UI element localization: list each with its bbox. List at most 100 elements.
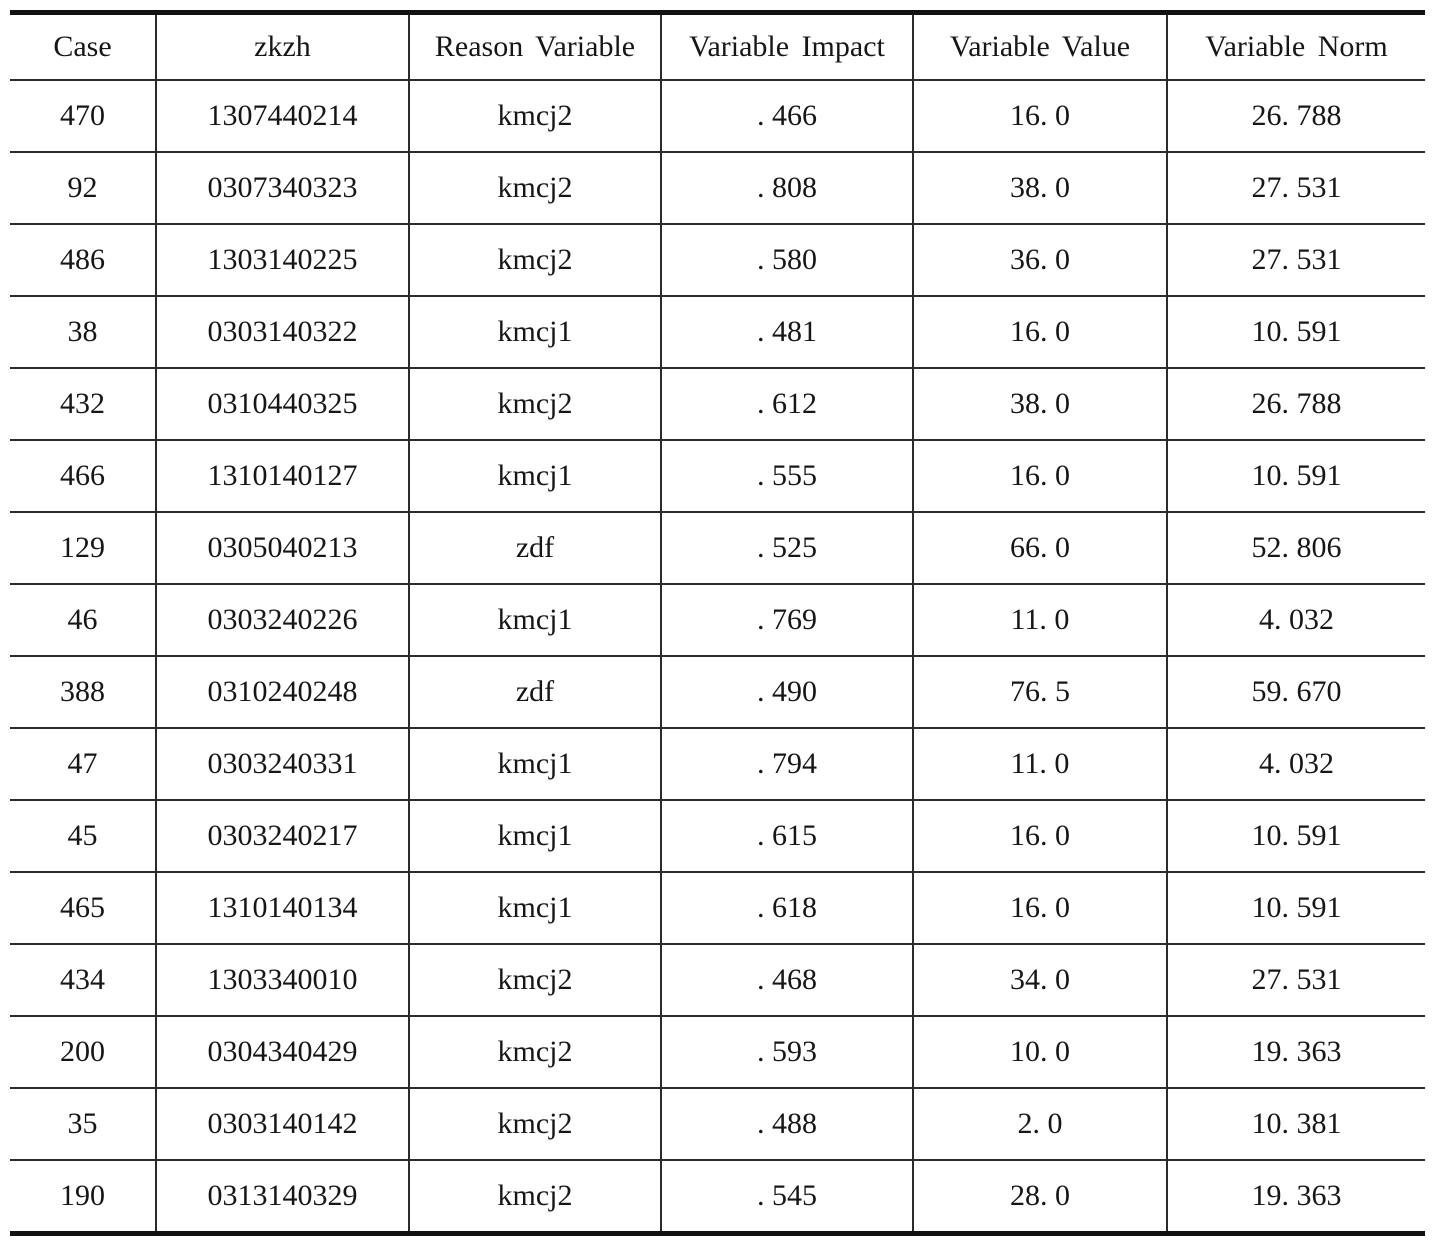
table-cell: kmcj1 — [408, 439, 662, 513]
table-cell: 4. 032 — [1166, 727, 1425, 801]
table-cell: 26. 788 — [1166, 79, 1425, 153]
table-cell: kmcj2 — [408, 1087, 662, 1161]
table-cell: 190 — [10, 1159, 157, 1234]
table-cell: 16. 0 — [912, 79, 1168, 153]
table-cell: zdf — [408, 655, 662, 729]
table-cell: kmcj1 — [408, 583, 662, 657]
table-cell: 1307440214 — [155, 79, 410, 153]
table-cell: . 794 — [660, 727, 914, 801]
table-cell: . 466 — [660, 79, 914, 153]
table-cell: 200 — [10, 1015, 157, 1089]
table-cell: 4. 032 — [1166, 583, 1425, 657]
table-cell: 16. 0 — [912, 295, 1168, 369]
table-cell: 10. 591 — [1166, 799, 1425, 873]
table-cell: 1310140134 — [155, 871, 410, 945]
header-cell-case: Case — [10, 12, 157, 81]
table-cell: 27. 531 — [1166, 223, 1425, 297]
table-cell: 59. 670 — [1166, 655, 1425, 729]
header-cell-variable-norm: Variable Norm — [1166, 12, 1425, 81]
table-cell: 388 — [10, 655, 157, 729]
table-cell: 0303140142 — [155, 1087, 410, 1161]
table-cell: 16. 0 — [912, 871, 1168, 945]
table-cell: 11. 0 — [912, 583, 1168, 657]
header-cell-variable-impact: Variable Impact — [660, 12, 914, 81]
table-row: 92 0307340323 kmcj2. 808 38. 0 27. 531 — [10, 151, 1425, 225]
table-cell: 34. 0 — [912, 943, 1168, 1017]
table-cell: . 808 — [660, 151, 914, 225]
table-cell: 470 — [10, 79, 157, 153]
table-cell: 1310140127 — [155, 439, 410, 513]
table-cell: 10. 591 — [1166, 295, 1425, 369]
table-cell: 16. 0 — [912, 439, 1168, 513]
table-cell: 47 — [10, 727, 157, 801]
table-cell: . 490 — [660, 655, 914, 729]
table-cell: . 481 — [660, 295, 914, 369]
table-cell: 432 — [10, 367, 157, 441]
case-variable-table: Case zkzh Reason Variable Variable Impact Va… — [10, 10, 1425, 1236]
table-cell: zdf — [408, 511, 662, 585]
table-row: 432 0310440325 kmcj2. 612 38. 0 26. 788 — [10, 367, 1425, 441]
table-cell: 45 — [10, 799, 157, 873]
table-cell: kmcj2 — [408, 151, 662, 225]
table-cell: . 769 — [660, 583, 914, 657]
table-cell: 10. 0 — [912, 1015, 1168, 1089]
table-cell: 2. 0 — [912, 1087, 1168, 1161]
table-row: 45 0303240217 kmcj1. 615 16. 0 10. 591 — [10, 799, 1425, 873]
table-row: 200 0304340429 kmcj2. 593 10. 0 19. 363 — [10, 1015, 1425, 1089]
table-cell: . 612 — [660, 367, 914, 441]
table-cell: 10. 591 — [1166, 871, 1425, 945]
table-cell: 35 — [10, 1087, 157, 1161]
table-cell: . 468 — [660, 943, 914, 1017]
table-cell: 1303140225 — [155, 223, 410, 297]
table-cell: kmcj2 — [408, 223, 662, 297]
table-cell: 0305040213 — [155, 511, 410, 585]
table-cell: 38 — [10, 295, 157, 369]
table-cell: 0303240217 — [155, 799, 410, 873]
table-cell: . 525 — [660, 511, 914, 585]
table-cell: 1303340010 — [155, 943, 410, 1017]
table-cell: kmcj2 — [408, 1159, 662, 1234]
header-row: Case zkzh Reason Variable Variable Impact Va… — [10, 12, 1425, 81]
header-cell-variable-value: Variable Value — [912, 12, 1168, 81]
table-cell: 52. 806 — [1166, 511, 1425, 585]
table-cell: 0304340429 — [155, 1015, 410, 1089]
table-row: 465 1310140134 kmcj1. 618 16. 0 10. 591 — [10, 871, 1425, 945]
table-cell: 466 — [10, 439, 157, 513]
table-row: 486 1303140225 kmcj2. 580 36. 0 27. 531 — [10, 223, 1425, 297]
table-cell: kmcj1 — [408, 799, 662, 873]
table-cell: . 488 — [660, 1087, 914, 1161]
table-cell: 10. 381 — [1166, 1087, 1425, 1161]
table-cell: kmcj2 — [408, 79, 662, 153]
table-cell: 129 — [10, 511, 157, 585]
table-cell: 10. 591 — [1166, 439, 1425, 513]
table-cell: 465 — [10, 871, 157, 945]
table-cell: kmcj2 — [408, 1015, 662, 1089]
table-row: 47 0303240331 kmcj1. 794 11. 0 4. 032 — [10, 727, 1425, 801]
table-cell: 486 — [10, 223, 157, 297]
table-cell: 19. 363 — [1166, 1015, 1425, 1089]
table-cell: 46 — [10, 583, 157, 657]
table-cell: 38. 0 — [912, 151, 1168, 225]
table-cell: . 580 — [660, 223, 914, 297]
table-row: 388 0310240248 zdf. 490 76. 5 59. 670 — [10, 655, 1425, 729]
table-row: 46 0303240226 kmcj1. 769 11. 0 4. 032 — [10, 583, 1425, 657]
header-cell-reason-variable: Reason Variable — [408, 12, 662, 81]
table-cell: . 555 — [660, 439, 914, 513]
table-cell: 0303140322 — [155, 295, 410, 369]
table-cell: 16. 0 — [912, 799, 1168, 873]
table-cell: . 618 — [660, 871, 914, 945]
table-cell: 27. 531 — [1166, 151, 1425, 225]
table-row: 129 0305040213 zdf. 525 66. 0 52. 806 — [10, 511, 1425, 585]
header-cell-zkzh: zkzh — [155, 12, 410, 81]
table-row: 470 1307440214 kmcj2. 466 16. 0 26. 788 — [10, 79, 1425, 153]
table-cell: kmcj1 — [408, 871, 662, 945]
table-cell: 0303240331 — [155, 727, 410, 801]
table-row: 35 0303140142 kmcj2. 488 2. 0 10. 381 — [10, 1087, 1425, 1161]
table-cell: . 593 — [660, 1015, 914, 1089]
table-cell: 28. 0 — [912, 1159, 1168, 1234]
table-cell: 38. 0 — [912, 367, 1168, 441]
table-row: 466 1310140127 kmcj1. 555 16. 0 10. 591 — [10, 439, 1425, 513]
table-cell: 66. 0 — [912, 511, 1168, 585]
table-cell: 26. 788 — [1166, 367, 1425, 441]
table-cell: 36. 0 — [912, 223, 1168, 297]
